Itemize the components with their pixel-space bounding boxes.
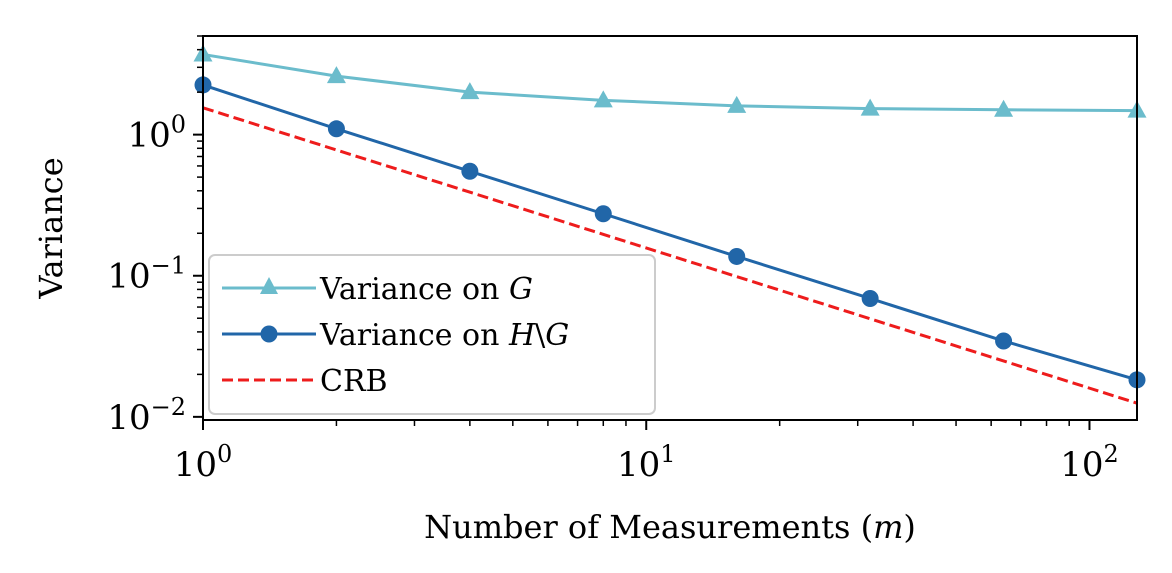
legend-entry-variance-g: Variance on G xyxy=(222,272,533,307)
legend-entry-crb: CRB xyxy=(222,364,388,399)
data-point-variance-on-g-6 xyxy=(994,99,1014,117)
series-line-variance-on-h-g xyxy=(202,83,1138,382)
series-line-variance-on-g xyxy=(202,52,1138,113)
legend-box xyxy=(208,254,656,415)
data-point-variance-on-g-2 xyxy=(460,82,480,100)
legend-marker-triangle xyxy=(260,277,278,294)
legend-label-variance-hg-prefix: Variance on xyxy=(319,318,509,353)
legend-label-variance-g: Variance on G xyxy=(319,272,533,307)
legend-label-variance-hg: Variance on H\G xyxy=(319,318,569,353)
x-tick-label: 100 xyxy=(174,440,233,485)
data-point-variance-on-g-1 xyxy=(326,66,346,84)
legend-label-variance-hg-h: H xyxy=(508,318,536,353)
x-axis-label: Number of Measurements (m) xyxy=(424,508,916,546)
legend-label-variance-g-prefix: Variance on xyxy=(319,272,509,307)
legend-label-variance-hg-g: G xyxy=(545,318,569,353)
data-point-variance-on-g-4 xyxy=(727,95,747,113)
x-axis-label-symbol: m xyxy=(873,508,903,546)
legend-marker-circle xyxy=(260,325,278,343)
data-point-variance-on-g-5 xyxy=(860,98,880,116)
data-point-variance-on-h-g-2 xyxy=(461,162,479,180)
legend: Variance on G Variance on H\G CRB xyxy=(208,254,656,415)
legend-entry-variance-hg: Variance on H\G xyxy=(222,318,569,353)
x-tick-label: 101 xyxy=(617,440,676,485)
series-layer xyxy=(193,44,1147,405)
plot-frame xyxy=(202,35,1138,421)
y-tick-label: 10−1 xyxy=(107,252,186,297)
x-axis: 100 101 102 xyxy=(174,420,1119,485)
x-axis-label-main: Number of Measurements ( xyxy=(424,508,873,546)
y-tick-label: 10−2 xyxy=(107,393,186,438)
data-point-variance-on-h-g-6 xyxy=(995,332,1013,350)
data-point-variance-on-g-3 xyxy=(593,90,613,108)
data-point-variance-on-h-g-5 xyxy=(861,289,879,307)
data-point-variance-on-h-g-3 xyxy=(594,205,612,223)
x-tick-label: 102 xyxy=(1060,440,1119,485)
x-axis-label-close: ) xyxy=(903,508,915,546)
y-tick-label: 100 xyxy=(127,111,186,156)
y-axis: 10−2 10−1 100 xyxy=(107,35,203,438)
y-axis-label: Variance xyxy=(32,157,70,299)
legend-label-variance-hg-slash: \ xyxy=(535,318,546,353)
series-line-crb xyxy=(202,106,1138,405)
data-point-variance-on-h-g-4 xyxy=(728,247,746,265)
data-point-variance-on-h-g-1 xyxy=(327,120,345,138)
legend-label-crb: CRB xyxy=(320,364,388,399)
legend-label-variance-g-symbol: G xyxy=(509,272,533,307)
